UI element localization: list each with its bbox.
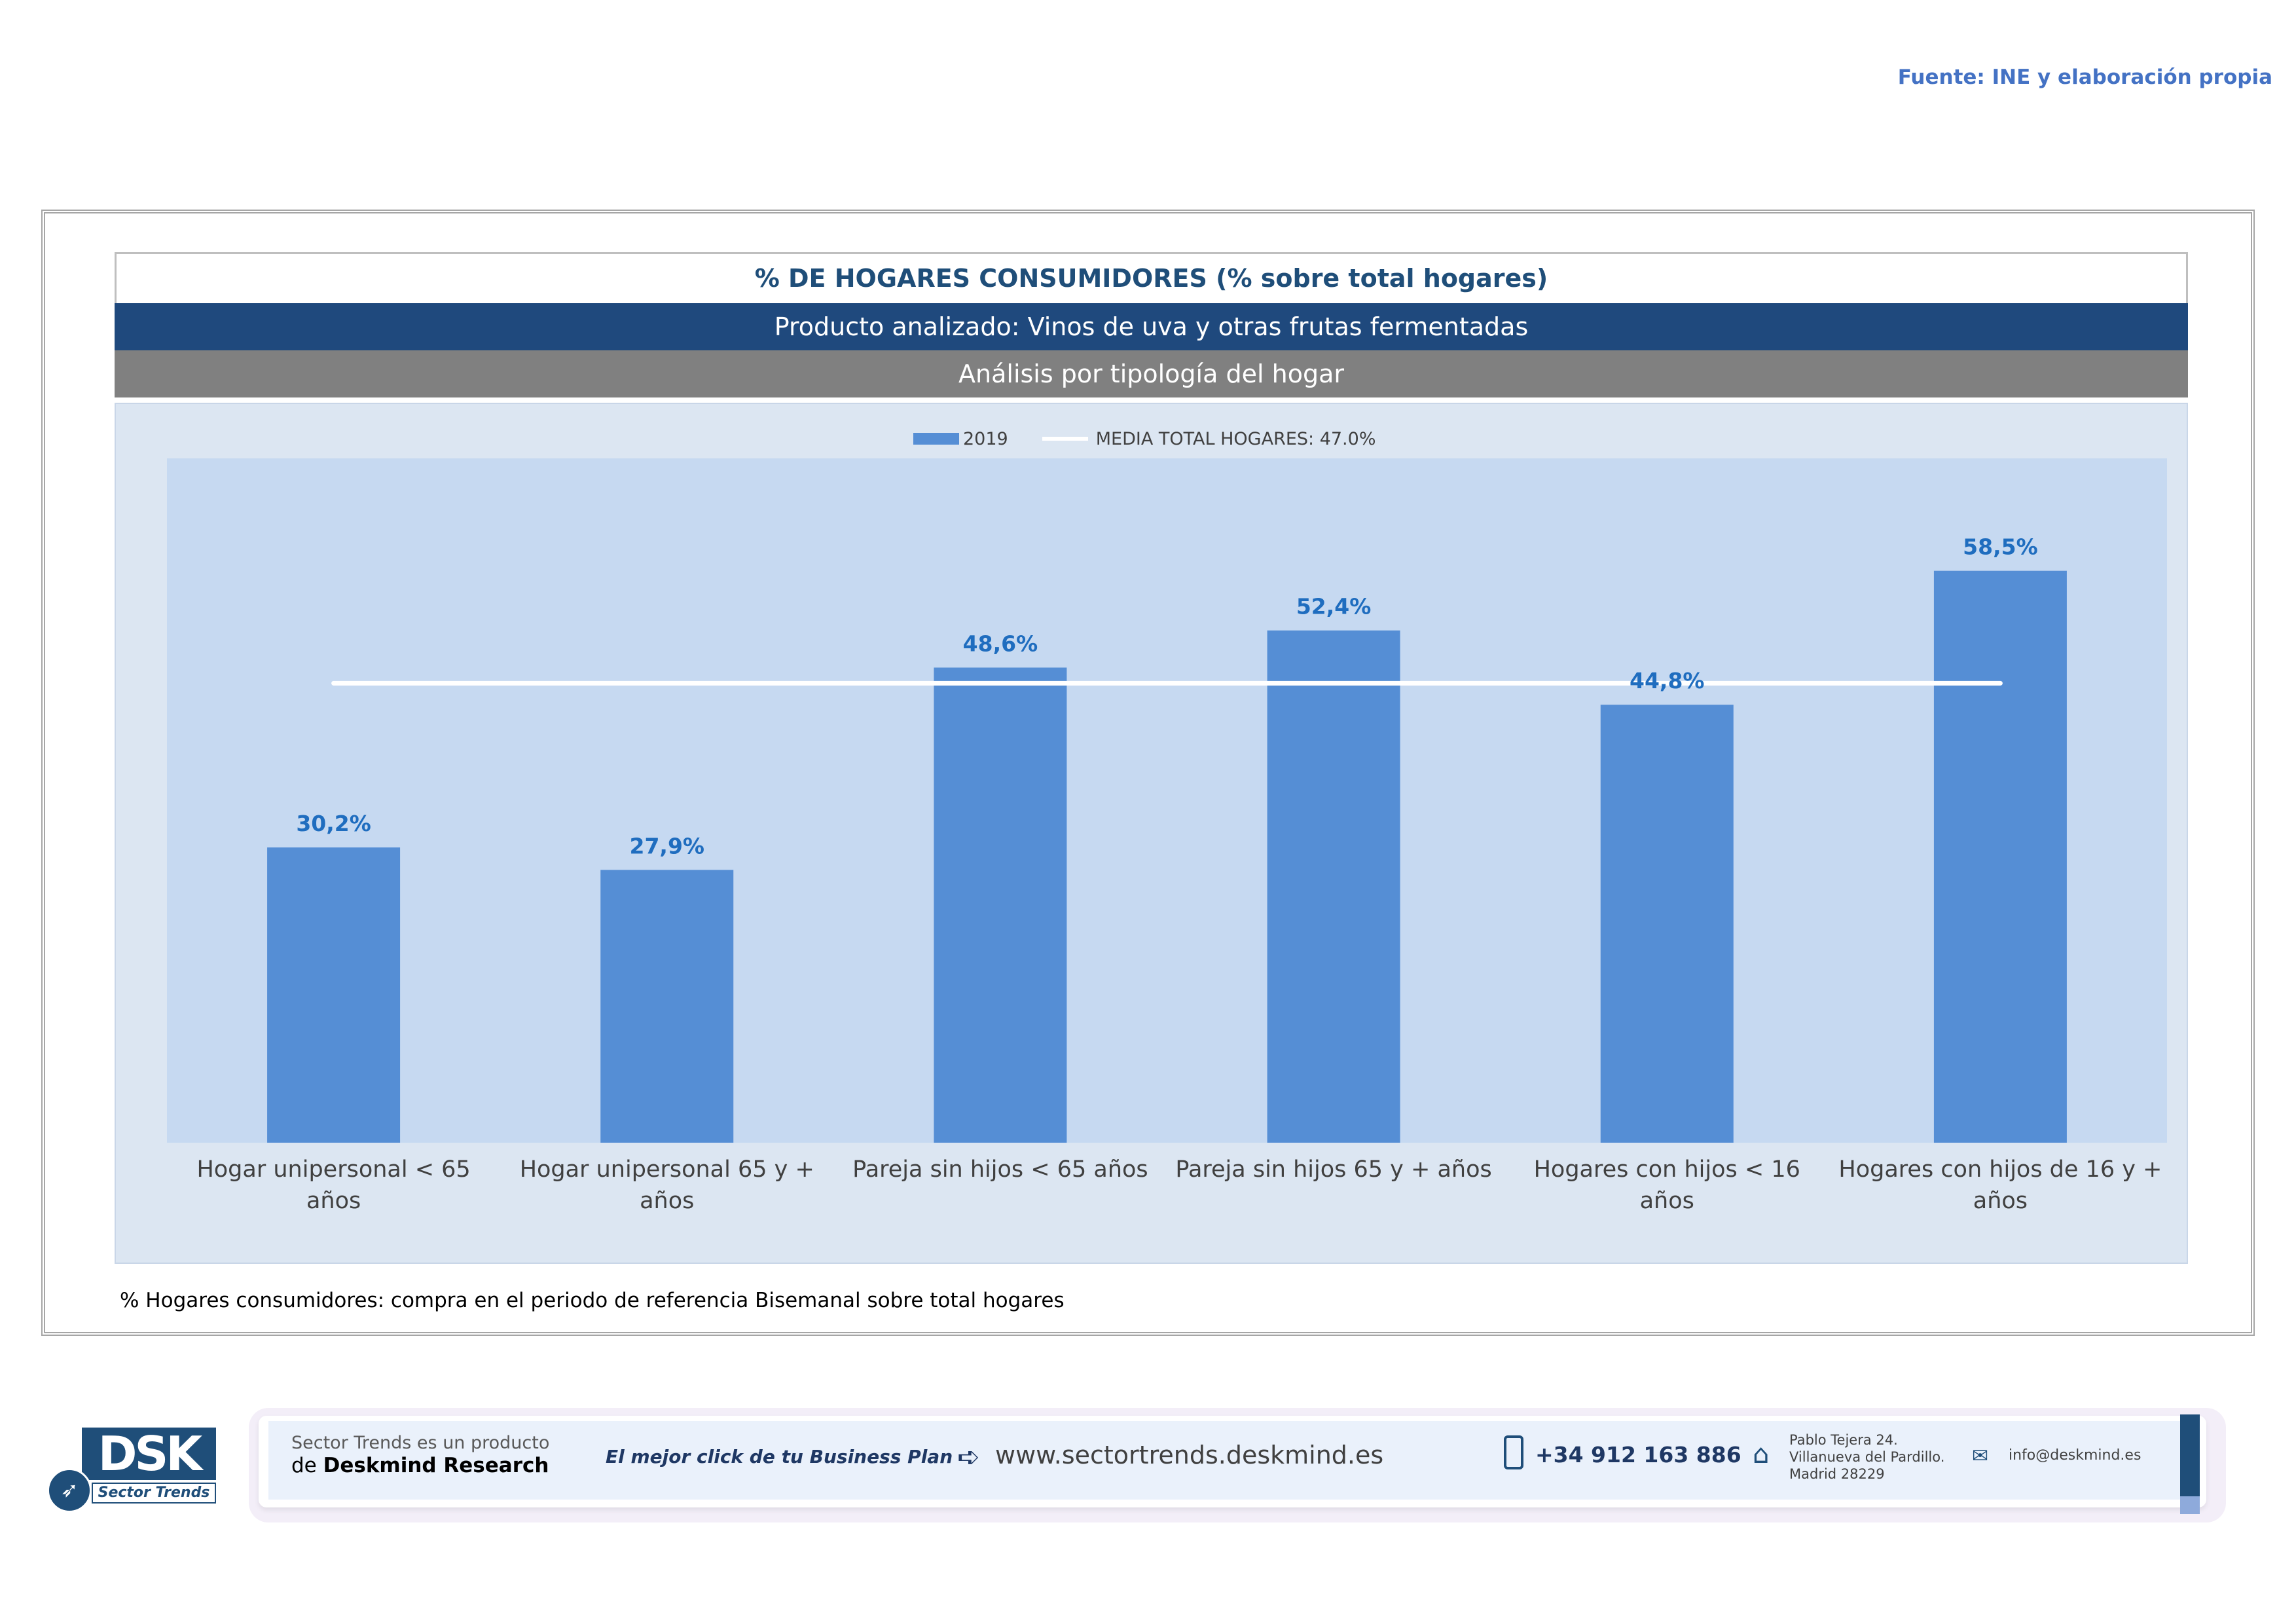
footer-address-line1: Pablo Tejera 24.: [1789, 1432, 1898, 1448]
mail-icon: ✉: [1972, 1445, 1989, 1467]
bar-3: [1267, 630, 1400, 1143]
footer-banner-stripe: [268, 1421, 2193, 1500]
footer-email-link[interactable]: info@deskmind.es: [2009, 1447, 2141, 1464]
footer-brand-prefix: de: [291, 1454, 323, 1477]
footer-address: Pablo Tejera 24. Villanueva del Pardillo…: [1789, 1431, 1944, 1483]
x-tick-label-1: Hogar unipersonal 65 y + años: [519, 1156, 814, 1214]
x-tick-label-2: Pareja sin hijos < 65 años: [852, 1156, 1148, 1183]
bar-4: [1600, 705, 1734, 1143]
footnote: % Hogares consumidores: compra en el per…: [120, 1289, 1065, 1312]
data-label-4: 44,8%: [1630, 668, 1705, 693]
product-banner: Producto analizado: Vinos de uva y otras…: [115, 303, 2188, 350]
bar-5: [1933, 570, 2067, 1143]
source-note: Fuente: INE y elaboración propia: [1897, 65, 2272, 89]
data-label-0: 30,2%: [296, 811, 371, 836]
arrow-right-icon: ➪: [957, 1441, 981, 1473]
data-label-3: 52,4%: [1296, 594, 1372, 619]
x-tick-label-0: Hogar unipersonal < 65 años: [196, 1156, 471, 1214]
data-label-5: 58,5%: [1963, 534, 2038, 560]
footer-brand-name: Deskmind Research: [323, 1454, 549, 1477]
dsk-logo-text: DSK: [82, 1428, 216, 1480]
footer-address-line2: Villanueva del Pardillo.: [1789, 1449, 1945, 1465]
rocket-icon: ➶: [47, 1468, 92, 1513]
phone-icon: [1504, 1435, 1523, 1469]
footer-accent-bar-light: [2180, 1496, 2200, 1514]
footer-address-line3: Madrid 28229: [1789, 1466, 1885, 1482]
plot-area: [167, 458, 2167, 1143]
bar-0: [267, 847, 401, 1143]
legend-swatch-mean: [1042, 437, 1088, 441]
legend-label-2019: 2019: [963, 428, 1008, 449]
x-tick-label-5: Hogares con hijos de 16 y + años: [1838, 1156, 2162, 1214]
x-tick-label-3: Pareja sin hijos 65 y + años: [1175, 1156, 1492, 1183]
home-icon: ⌂: [1753, 1439, 1770, 1469]
data-label-1: 27,9%: [630, 833, 705, 858]
footer-slogan: El mejor click de tu Business Plan: [606, 1446, 953, 1467]
chart-legend: 2019 MEDIA TOTAL HOGARES: 47.0%: [913, 429, 1376, 449]
footer-url-link[interactable]: www.sectortrends.deskmind.es: [995, 1441, 1384, 1469]
analysis-banner: Análisis por tipología del hogar: [115, 350, 2188, 397]
footer-phone[interactable]: +34 912 163 886: [1535, 1442, 1741, 1467]
legend-label-mean: MEDIA TOTAL HOGARES: 47.0%: [1095, 428, 1376, 449]
bar-1: [600, 870, 734, 1143]
report-frame: [41, 210, 2255, 1336]
footer-accent-bar: [2180, 1414, 2200, 1496]
footer-product-line: Sector Trends es un producto: [291, 1433, 550, 1453]
dsk-logo: DSK Sector Trends ➶: [46, 1428, 223, 1513]
bar-2: [934, 667, 1067, 1143]
x-tick-label-4: Hogares con hijos < 16 años: [1533, 1156, 1800, 1214]
legend-swatch-2019: [913, 433, 959, 445]
chart-header-title: % DE HOGARES CONSUMIDORES (% sobre total…: [115, 252, 2188, 303]
footer-brand-line: de Deskmind Research: [291, 1454, 549, 1477]
dsk-logo-subtitle: Sector Trends: [92, 1483, 216, 1504]
data-label-2: 48,6%: [963, 631, 1038, 656]
